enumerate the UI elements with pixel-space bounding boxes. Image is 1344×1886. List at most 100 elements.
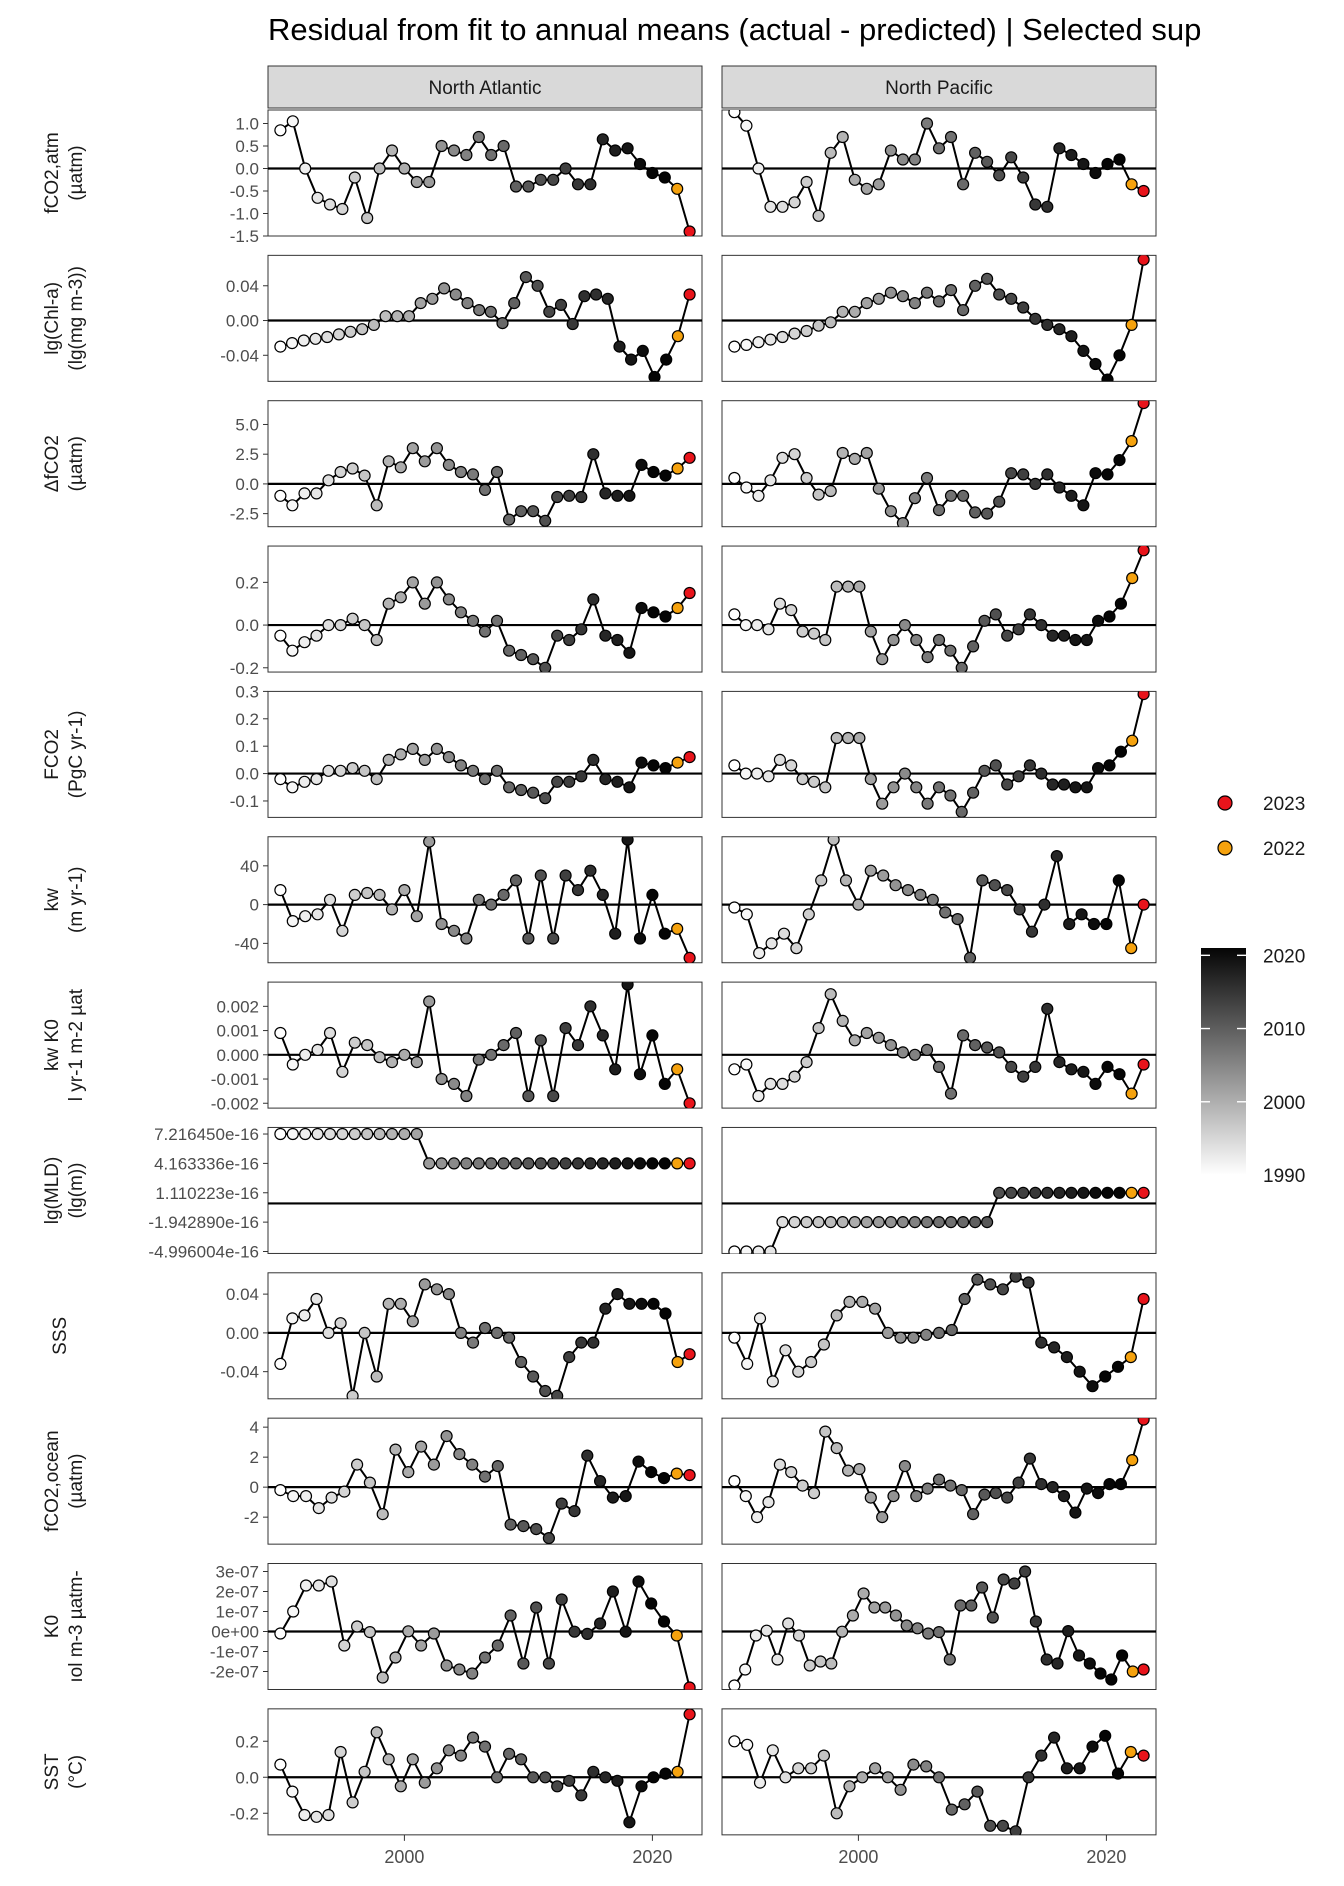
data-point: [485, 148, 498, 162]
data-point: [286, 1058, 299, 1071]
data-point: [671, 1063, 684, 1076]
data-point: [346, 1389, 359, 1399]
data-point: [1126, 1665, 1139, 1678]
data-point: [613, 340, 626, 353]
data-point: [621, 1157, 634, 1170]
data-point: [539, 1771, 552, 1784]
data-point: [926, 893, 939, 906]
data-point: [478, 1470, 492, 1483]
data-point: [430, 576, 443, 589]
data-point: [980, 507, 994, 520]
y-tick-label: 0.002: [216, 997, 259, 1016]
y-tick-label: 5.0: [235, 415, 259, 434]
data-point: [427, 1458, 440, 1471]
panel-frame: [267, 109, 703, 237]
data-point: [1077, 1065, 1090, 1078]
data-point: [932, 1473, 946, 1486]
data-point: [1057, 1489, 1071, 1503]
data-point: [418, 455, 431, 468]
data-point: [1080, 781, 1093, 794]
data-point: [807, 775, 821, 788]
data-point: [609, 1063, 622, 1076]
colorbar-label: 2020: [1263, 946, 1305, 967]
data-point: [830, 1441, 843, 1455]
data-point: [346, 1796, 359, 1809]
data-point: [323, 198, 337, 211]
data-point: [539, 514, 552, 527]
data-point: [978, 1488, 991, 1501]
y-tick-label: -0.2: [230, 1804, 259, 1823]
data-point: [274, 1357, 287, 1371]
data-point: [868, 1601, 881, 1614]
data-point: [478, 772, 492, 786]
data-point: [334, 465, 347, 479]
data-point: [635, 1780, 648, 1793]
data-point: [835, 1625, 849, 1638]
data-point: [796, 625, 809, 638]
data-point: [898, 1459, 912, 1473]
data-point: [1077, 344, 1090, 357]
data-point: [633, 932, 647, 945]
data-point: [907, 1331, 920, 1344]
data-point: [908, 1215, 922, 1229]
row-label-line: (lg(mg m-3)): [66, 266, 87, 371]
data-point: [442, 750, 455, 764]
data-point: [551, 490, 564, 504]
data-point: [1038, 898, 1051, 911]
row-label: ΔfCO2 (µatm): [42, 435, 87, 492]
data-point: [1029, 312, 1042, 325]
data-point: [683, 586, 696, 600]
data-point: [531, 279, 544, 292]
data-point: [683, 1708, 696, 1721]
y-tick-label: -2: [244, 1508, 259, 1527]
y-tick-label: -0.001: [211, 1070, 259, 1089]
data-point: [539, 661, 552, 673]
data-point: [671, 462, 684, 475]
data-point: [373, 888, 386, 902]
data-point: [1001, 883, 1014, 897]
data-point: [864, 772, 877, 786]
data-point: [346, 761, 359, 775]
data-point: [752, 336, 765, 349]
data-point: [908, 1048, 922, 1061]
data-point: [896, 1046, 910, 1059]
data-point: [956, 1029, 970, 1042]
data-point: [773, 597, 787, 610]
data-point: [944, 644, 957, 657]
data-point: [361, 1038, 374, 1052]
row-label: kw K0 l yr-1 m-2 µat: [42, 988, 87, 1101]
facet-strip: [267, 65, 703, 109]
data-point: [286, 644, 299, 657]
data-point: [346, 612, 359, 625]
data-point: [907, 1758, 920, 1771]
data-point: [1029, 1060, 1042, 1074]
data-point: [423, 175, 436, 189]
panel-frame: [721, 981, 1157, 1109]
data-point: [1125, 942, 1138, 955]
data-point: [587, 1336, 600, 1349]
data-point: [1101, 373, 1114, 382]
data-point: [864, 625, 877, 638]
data-point: [1137, 691, 1150, 701]
data-point: [659, 761, 672, 775]
data-point: [1022, 1771, 1035, 1784]
data-point: [848, 1034, 861, 1047]
data-point: [543, 305, 556, 318]
data-point: [286, 337, 299, 350]
y-tick-label: 2: [250, 1448, 259, 1467]
data-point: [346, 462, 359, 475]
data-point: [920, 1215, 934, 1229]
data-point: [776, 1077, 789, 1091]
data-point: [827, 836, 840, 846]
data-point: [338, 1485, 351, 1498]
data-point: [1069, 781, 1082, 794]
data-point: [497, 1038, 510, 1052]
data-point: [322, 618, 335, 632]
data-point: [968, 506, 982, 519]
data-point: [671, 601, 684, 615]
data-point: [367, 318, 380, 331]
data-point: [1041, 318, 1054, 331]
data-point: [406, 576, 419, 589]
data-point: [1089, 166, 1102, 180]
data-point: [1017, 1070, 1030, 1083]
